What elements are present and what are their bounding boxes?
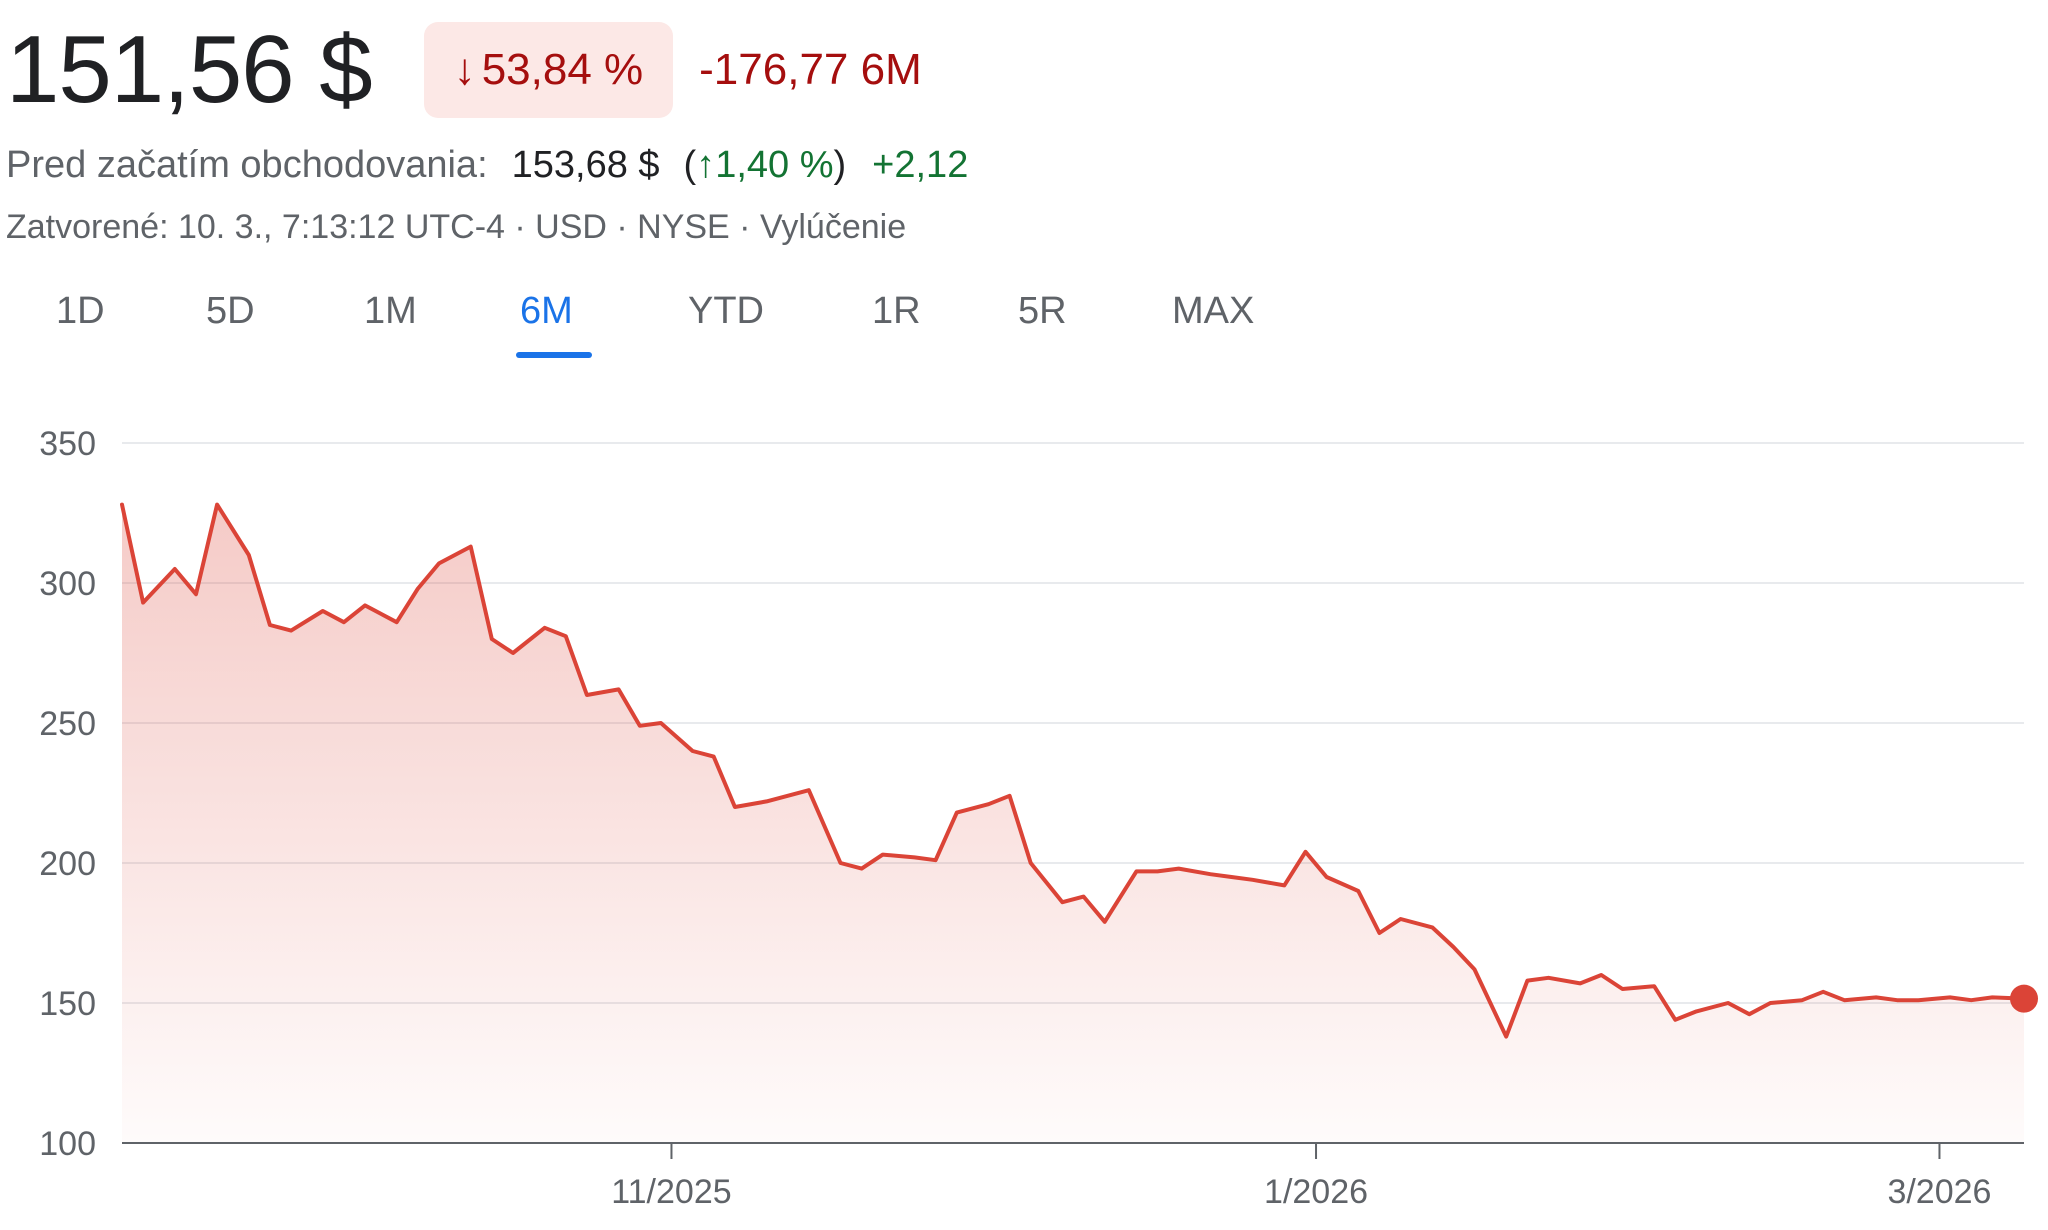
tab-1m[interactable]: 1M — [364, 290, 417, 332]
y-tick-label-100: 100 — [39, 1125, 96, 1163]
y-tick-label-200: 200 — [39, 845, 96, 883]
active-tab-indicator — [516, 352, 592, 358]
tab-max[interactable]: MAX — [1172, 290, 1255, 332]
x-axis-ticks: 11/2025 1/2026 3/2026 — [611, 1143, 1991, 1211]
premarket-label: Pred začatím obchodovania: — [6, 144, 488, 186]
premarket-row: Pred začatím obchodovania: 153,68 $ (↑1,… — [6, 144, 968, 187]
price-area — [122, 504, 2024, 1144]
price-row: 151,56 $ ↓ 53,84 % -176,77 6M — [6, 10, 922, 130]
y-tick-label-350: 350 — [39, 425, 96, 463]
premarket-percent-value: 1,40 % — [715, 144, 834, 186]
y-tick-label-250: 250 — [39, 705, 96, 743]
premarket-delta: +2,12 — [872, 144, 969, 186]
y-axis-labels: 100 150 200 250 300 350 — [39, 425, 96, 1163]
x-tick-label-1/2026: 1/2026 — [1264, 1173, 1368, 1211]
change-percent: 53,84 % — [481, 45, 644, 94]
tab-ytd[interactable]: YTD — [688, 290, 764, 332]
tab-6m[interactable]: 6M — [520, 290, 573, 332]
x-tick-label-11/2025: 11/2025 — [611, 1173, 731, 1211]
tab-1r[interactable]: 1R — [872, 290, 921, 332]
arrow-up-icon: ↑ — [696, 144, 716, 186]
market-status: Zatvorené: 10. 3., 7:13:12 UTC-4 · USD ·… — [6, 208, 907, 246]
y-tick-label-150: 150 — [39, 985, 96, 1023]
price-line — [120, 502, 2026, 1039]
change-percent-badge: ↓ 53,84 % — [423, 22, 674, 118]
current-price: 151,56 $ — [6, 16, 373, 123]
tab-1d[interactable]: 1D — [56, 290, 105, 332]
y-tick-label-300: 300 — [39, 565, 96, 603]
premarket-price: 153,68 $ — [511, 144, 660, 186]
tab-5r[interactable]: 5R — [1018, 290, 1067, 332]
change-absolute: -176,77 6M — [699, 45, 922, 94]
price-chart[interactable]: 100 150 200 250 300 350 11/2025 1/2026 3/2026 — [0, 400, 2048, 1230]
x-tick-label-3/2026: 3/2026 — [1887, 1173, 1991, 1211]
arrow-down-icon: ↓ — [453, 45, 476, 94]
premarket-percent: (↑1,40 %) — [683, 144, 847, 186]
tab-5d[interactable]: 5D — [206, 290, 255, 332]
current-price-marker — [2010, 984, 2038, 1013]
